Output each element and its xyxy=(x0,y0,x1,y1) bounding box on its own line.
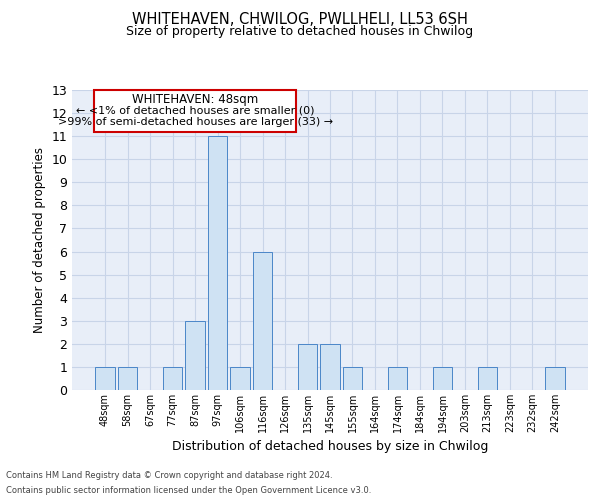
Text: Contains HM Land Registry data © Crown copyright and database right 2024.: Contains HM Land Registry data © Crown c… xyxy=(6,471,332,480)
Bar xyxy=(298,344,317,390)
Bar xyxy=(95,367,115,390)
Bar xyxy=(320,344,340,390)
Y-axis label: Number of detached properties: Number of detached properties xyxy=(33,147,46,333)
FancyBboxPatch shape xyxy=(94,90,296,132)
X-axis label: Distribution of detached houses by size in Chwilog: Distribution of detached houses by size … xyxy=(172,440,488,454)
Bar xyxy=(545,367,565,390)
Text: Size of property relative to detached houses in Chwilog: Size of property relative to detached ho… xyxy=(127,25,473,38)
Bar xyxy=(388,367,407,390)
Text: >99% of semi-detached houses are larger (33) →: >99% of semi-detached houses are larger … xyxy=(58,116,333,126)
Text: ← <1% of detached houses are smaller (0): ← <1% of detached houses are smaller (0) xyxy=(76,105,314,115)
Bar xyxy=(230,367,250,390)
Bar xyxy=(208,136,227,390)
Bar xyxy=(433,367,452,390)
Text: WHITEHAVEN, CHWILOG, PWLLHELI, LL53 6SH: WHITEHAVEN, CHWILOG, PWLLHELI, LL53 6SH xyxy=(132,12,468,28)
Bar xyxy=(343,367,362,390)
Bar xyxy=(118,367,137,390)
Text: Contains public sector information licensed under the Open Government Licence v3: Contains public sector information licen… xyxy=(6,486,371,495)
Bar xyxy=(253,252,272,390)
Bar xyxy=(478,367,497,390)
Bar xyxy=(185,321,205,390)
Bar xyxy=(163,367,182,390)
Text: WHITEHAVEN: 48sqm: WHITEHAVEN: 48sqm xyxy=(132,93,259,106)
